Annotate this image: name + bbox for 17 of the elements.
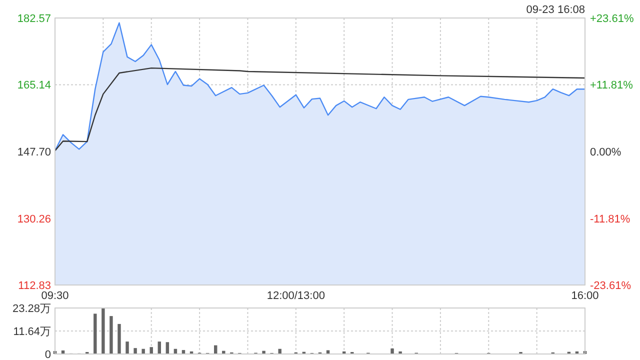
y-tick-label: 165.14: [17, 80, 51, 92]
x-tick-label: 16:00: [571, 290, 599, 302]
y2-tick-label: +23.61%: [590, 13, 634, 25]
y-tick-label: 11.64万: [13, 326, 51, 338]
y-tick-label: 0: [44, 349, 51, 360]
y2-tick-label: +11.81%: [590, 80, 634, 92]
x-tick-label: 12:00/13:00: [266, 290, 325, 302]
y2-tick-label: -11.81%: [590, 213, 630, 226]
y-tick-label: 182.57: [17, 13, 51, 25]
y-tick-label: 23.28万: [12, 303, 51, 315]
y-tick-label: 147.70: [17, 146, 51, 158]
y2-tick-label: -23.61%: [590, 280, 632, 292]
x-tick-label: 09:30: [41, 290, 69, 302]
y2-tick-label: 0.00%: [590, 146, 622, 158]
y-tick-label: 130.26: [17, 213, 51, 226]
y-tick-label: 112.83: [18, 280, 51, 292]
text: 09-23 16:08: [526, 4, 585, 16]
